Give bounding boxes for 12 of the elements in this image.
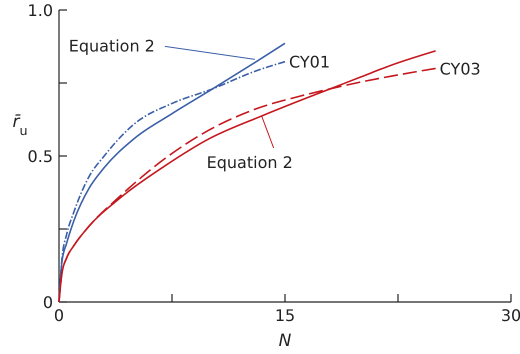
series-label: CY03 <box>440 59 481 78</box>
y-tick-label: 1.0 <box>28 1 53 20</box>
annotation: Equation 2 <box>68 36 155 56</box>
x-axis-title: N <box>278 331 292 351</box>
x-tick-label: 0 <box>54 306 64 325</box>
y-tick-label: 0.5 <box>28 147 53 166</box>
y-tick-label: 0 <box>42 293 53 312</box>
series-label: CY01 <box>289 52 330 72</box>
y-axis-title: r̄$_{u}$ <box>12 112 28 138</box>
x-tick-label: 30 <box>500 306 520 325</box>
annotation: Equation 2 <box>206 152 293 172</box>
x-tick-label: 15 <box>274 306 296 325</box>
